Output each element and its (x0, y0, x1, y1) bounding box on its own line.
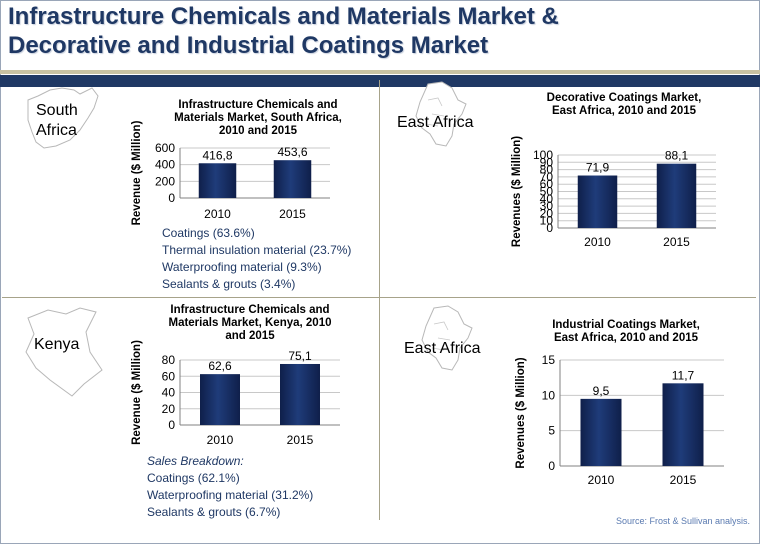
data-label: 62,6 (208, 359, 232, 373)
region-label-east-africa-2: East Africa (404, 340, 481, 357)
y-tick-label: 60 (540, 177, 554, 191)
y-tick-label: 50 (540, 185, 554, 199)
breakdown-item: Sealants & grouts (3.4%) (162, 277, 296, 291)
breakdown-south-africa: Coatings (63.6%) Thermal insulation mate… (162, 225, 351, 293)
chart-title-line: Decorative Coatings Market, (547, 92, 702, 104)
data-label: 71,9 (586, 161, 610, 175)
y-tick-label: 20 (162, 402, 176, 416)
title-line-2: Decorative and Industrial Coatings Marke… (8, 32, 489, 59)
kenya-map-icon (25, 307, 103, 397)
breakdown-item: Waterproofing material (31.2%) (147, 488, 314, 502)
chart-title-line: Materials Market, Kenya, 2010 (168, 317, 331, 329)
chart-title-line: and 2015 (225, 330, 275, 342)
horizontal-divider (2, 297, 756, 298)
y-tick-label: 10 (540, 214, 554, 228)
bar-2015 (273, 160, 312, 198)
region-label-kenya: Kenya (34, 336, 80, 353)
y-tick-label: 600 (155, 141, 175, 155)
breakdown-item: Thermal insulation material (23.7%) (162, 243, 352, 257)
data-label: 11,7 (672, 368, 695, 382)
y-tick-label: 30 (540, 199, 554, 213)
y-tick-label: 70 (540, 170, 554, 184)
y-tick-label: 80 (162, 353, 176, 367)
y-tick-label: 400 (155, 158, 175, 172)
data-label: 88,1 (665, 149, 689, 163)
y-tick-label: 20 (540, 206, 554, 220)
chart-title-line: East Africa, 2010 and 2015 (552, 105, 697, 117)
y-tick-label: 0 (546, 221, 553, 235)
y-tick-label: 0 (168, 418, 175, 432)
data-label: 75,1 (288, 349, 312, 363)
region-africa: Africa (36, 122, 77, 139)
title-rule-gold (0, 70, 760, 74)
breakdown-kenya: Sales Breakdown: Coatings (62.1%) Waterp… (147, 453, 313, 521)
y-tick-label: 100 (533, 148, 553, 162)
vertical-divider (379, 80, 380, 520)
region-south: South (36, 102, 78, 119)
y-axis-label: Revenue ($ Million) (131, 340, 143, 445)
x-tick-label: 2010 (584, 235, 611, 249)
breakdown-item: Waterproofing material (9.3%) (162, 260, 322, 274)
y-tick-label: 40 (540, 192, 554, 206)
source-note: Source: Frost & Sullivan analysis. (615, 516, 750, 526)
data-label: 9,5 (593, 384, 610, 398)
bar-2010 (198, 163, 237, 198)
breakdown-item: Sealants & grouts (6.7%) (147, 505, 281, 519)
y-tick-label: 60 (162, 369, 176, 383)
y-tick-label: 0 (548, 459, 555, 473)
title-rule-navy (0, 75, 760, 87)
chart-title-line: Industrial Coatings Market, (552, 319, 700, 331)
east-africa-map-icon (415, 81, 467, 147)
bar-2015 (280, 363, 320, 425)
y-tick-label: 0 (168, 191, 175, 205)
breakdown-item: Coatings (63.6%) (162, 226, 255, 240)
chart-title-line: East Africa, 2010 and 2015 (554, 332, 699, 344)
chart-title-line: Infrastructure Chemicals and (170, 304, 329, 316)
x-tick-label: 2010 (588, 473, 615, 487)
bar-2010 (577, 175, 618, 228)
chart-industrial-coatings-east-africa: Industrial Coatings Market,East Africa, … (515, 319, 724, 487)
y-tick-label: 15 (542, 353, 556, 367)
slide-title: Infrastructure Chemicals and Materials M… (8, 2, 748, 60)
bar-2015 (662, 383, 704, 466)
chart-title-line: Materials Market, South Africa, (174, 112, 342, 124)
breakdown-heading: Sales Breakdown: (147, 454, 244, 468)
south-africa-map-icon (27, 87, 99, 149)
bar-2010 (580, 398, 622, 466)
y-tick-label: 80 (540, 163, 554, 177)
x-tick-label: 2015 (279, 207, 306, 221)
chart-decorative-coatings-east-africa: Decorative Coatings Market,East Africa, … (511, 92, 716, 249)
title-line-1: Infrastructure Chemicals and Materials M… (8, 3, 559, 30)
y-tick-label: 90 (540, 155, 554, 169)
x-tick-label: 2015 (670, 473, 697, 487)
x-tick-label: 2010 (207, 433, 234, 447)
chart-title-line: 2010 and 2015 (219, 125, 298, 137)
x-tick-label: 2015 (663, 235, 690, 249)
y-tick-label: 10 (542, 388, 556, 402)
east-africa-map-icon (421, 305, 473, 371)
region-label-east-africa-1: East Africa (397, 114, 474, 131)
bar-2010 (200, 374, 240, 425)
breakdown-item: Coatings (62.1%) (147, 471, 240, 485)
y-axis-label: Revenue ($ Million) (131, 120, 143, 225)
data-label: 453,6 (277, 145, 307, 159)
bar-2015 (656, 163, 697, 228)
x-tick-label: 2015 (287, 433, 314, 447)
chart-title-line: Infrastructure Chemicals and (178, 99, 337, 111)
x-tick-label: 2010 (204, 207, 231, 221)
y-tick-label: 5 (548, 424, 555, 438)
region-label-south-africa: South Africa (36, 101, 78, 141)
y-axis-label: Revenues ($ Million) (515, 357, 527, 468)
y-axis-label: Revenues ($ Million) (511, 136, 523, 247)
data-label: 416,8 (202, 148, 232, 162)
y-tick-label: 40 (162, 386, 176, 400)
y-tick-label: 200 (155, 174, 175, 188)
